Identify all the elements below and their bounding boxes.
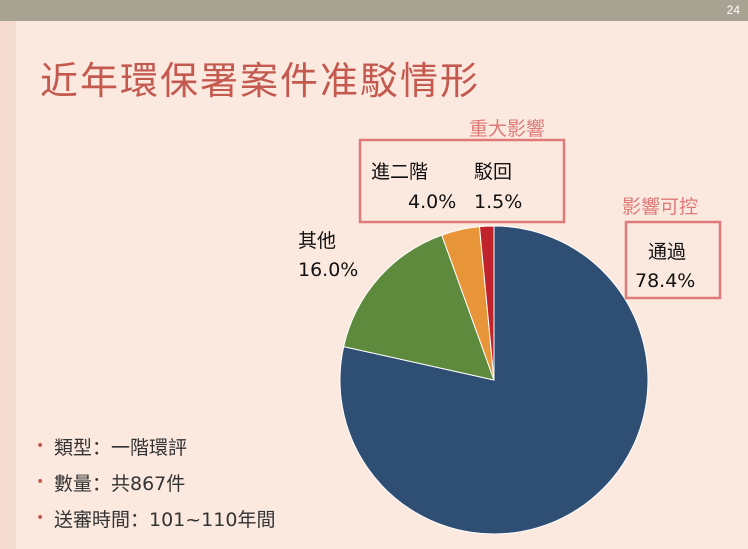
controllable-impact-label: 影響可控 [622, 196, 698, 218]
bullet-icon: • [36, 438, 45, 454]
major-impact-box [358, 138, 566, 224]
left-edge-decoration [0, 21, 16, 549]
slice-pct-other: 16.0% [298, 259, 358, 281]
bullet-icon: • [36, 474, 45, 490]
slice-pct-phase2: 4.0% [408, 191, 456, 213]
bullet-text: 數量：共867件 [54, 472, 186, 495]
bullet-list: • 類型：一階環評 • 數量：共867件 • 送審時間：101~110年間 [36, 428, 275, 536]
slide-title: 近年環保署案件准駁情形 [40, 59, 481, 103]
page-number: 24 [726, 3, 740, 17]
slice-name-other: 其他 [298, 230, 336, 252]
bullet-text: 類型：一階環評 [54, 436, 188, 459]
slice-pct-pass: 78.4% [635, 270, 695, 292]
slice-name-phase2: 進二階 [371, 161, 428, 183]
pie-slice-rejected [478, 225, 495, 381]
bullet-item-period: • 送審時間：101~110年間 [36, 500, 275, 536]
bullet-item-count: • 數量：共867件 [36, 464, 275, 500]
slice-name-pass: 通過 [648, 241, 686, 263]
pie-slices [339, 225, 649, 535]
bullet-icon: • [36, 510, 45, 526]
major-impact-label: 重大影響 [469, 118, 545, 140]
top-bar: 24 [0, 0, 748, 21]
bullet-item-type: • 類型：一階環評 [36, 428, 275, 464]
slice-name-rejected: 駁回 [474, 161, 512, 183]
slice-pct-rejected: 1.5% [474, 191, 522, 213]
pie-slice-other [343, 234, 495, 381]
controllable-impact-box [624, 220, 722, 300]
bullet-text: 送審時間：101~110年間 [54, 508, 276, 531]
